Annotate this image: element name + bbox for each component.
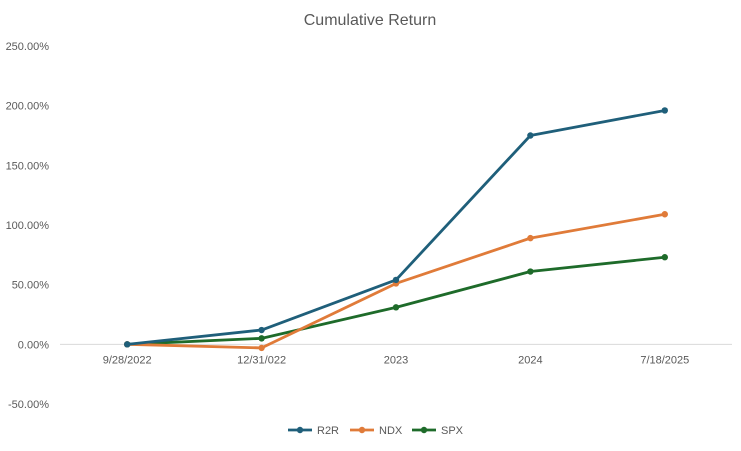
data-point-ndx [527,234,534,242]
y-tick-label: 0.00% [18,339,49,351]
legend-item-r2r: R2R [288,425,339,437]
series-group [124,107,668,352]
data-point-spx [258,335,265,342]
x-tick-label: 12/31/022 [237,354,286,366]
y-tick-label: 100.00% [6,220,50,232]
data-point-r2r [392,276,400,284]
x-tick-label: 9/28/2022 [103,354,152,366]
legend-marker-ndx [358,426,366,434]
y-tick-label: 50.00% [12,280,50,292]
data-point-spx [392,304,400,311]
x-axis-tick-labels: 9/28/2022 12/31/022 2023 2024 7/18/2025 [103,354,690,366]
legend-label-ndx: NDX [379,425,403,437]
y-tick-label: -50.00% [8,399,49,411]
data-point-r2r [661,107,668,114]
y-tick-label: 200.00% [6,101,50,113]
y-tick-label: 150.00% [6,160,50,172]
legend-item-ndx: NDX [350,425,403,437]
legend-item-spx: SPX [412,425,464,437]
legend-label-r2r: R2R [317,425,339,437]
data-point-r2r [258,326,265,334]
series-r2r [124,107,668,348]
legend-marker-r2r [296,426,304,434]
data-point-spx [661,254,668,261]
x-tick-label: 2023 [384,354,408,366]
legend-label-spx: SPX [441,425,464,437]
legend: R2R NDX SPX [288,425,464,437]
x-tick-label: 7/18/2025 [640,354,689,366]
data-point-r2r [527,132,534,139]
series-line-spx [125,255,667,346]
y-tick-label: 250.00% [6,41,50,53]
legend-marker-spx [420,426,428,434]
x-tick-label: 2024 [518,354,542,366]
series-spx [124,254,668,348]
data-point-r2r [124,341,131,348]
data-point-ndx [661,211,668,218]
data-point-spx [527,268,534,275]
y-axis-tick-labels: -50.00% 0.00% 50.00% 100.00% 150.00% 200.00% 2… [6,41,50,411]
data-point-ndx [258,344,265,352]
chart-title: Cumulative Return [304,12,437,29]
